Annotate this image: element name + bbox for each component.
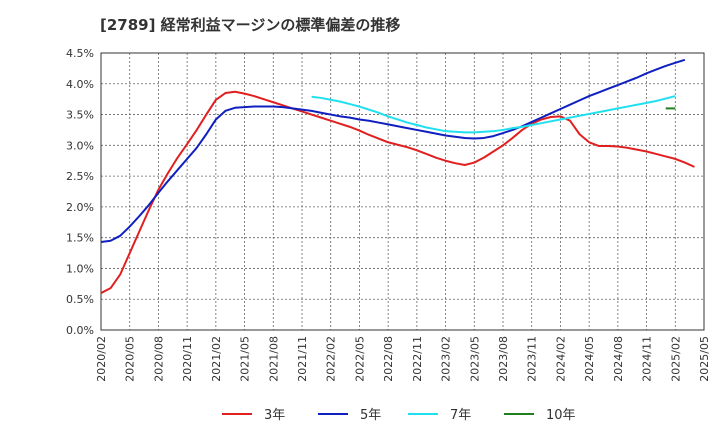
y-tick-label: 4.0%: [66, 78, 94, 91]
legend-label: 7年: [450, 408, 471, 423]
x-tick-label: 2020/11: [181, 336, 194, 382]
x-tick-label: 2021/08: [267, 336, 280, 382]
x-tick-label: 2023/11: [526, 336, 539, 382]
plot-frame: [100, 52, 705, 331]
y-tick-label: 4.5%: [66, 47, 94, 60]
series-line-3年: [100, 90, 695, 294]
series-layer: [100, 58, 695, 294]
x-tick-label: 2023/05: [468, 336, 481, 382]
legend-label: 10年: [546, 408, 576, 423]
x-tick-label: 2024/11: [641, 336, 654, 382]
x-tick-label: 2025/02: [669, 336, 682, 382]
x-tick-label: 2020/02: [95, 336, 108, 382]
x-tick-label: 2024/08: [612, 336, 625, 382]
series-line-5年: [100, 58, 686, 243]
y-tick-label: 3.0%: [66, 139, 94, 152]
legend-label: 3年: [264, 408, 285, 423]
x-tick-label: 2021/02: [210, 336, 223, 382]
y-tick-label: 2.5%: [66, 170, 94, 183]
chart-title: [2789] 経常利益マージンの標準偏差の推移: [100, 16, 401, 34]
y-tick-label: 2.0%: [66, 201, 94, 214]
x-tick-label: 2022/02: [325, 336, 338, 382]
legend: 3年 5年 7年 10年: [222, 408, 576, 423]
x-tick-label: 2025/05: [698, 336, 711, 382]
legend-label: 5年: [360, 408, 381, 423]
x-axis-ticks: 2020/02 2020/05 2020/08 2020/11 2021/02 2021/…: [95, 336, 711, 382]
y-tick-label: 0.5%: [66, 293, 94, 306]
x-tick-label: 2023/08: [497, 336, 510, 382]
x-tick-label: 2024/02: [554, 336, 567, 382]
x-tick-label: 2022/05: [353, 336, 366, 382]
x-tick-label: 2020/05: [124, 336, 137, 382]
y-tick-label: 3.5%: [66, 109, 94, 122]
x-tick-label: 2023/02: [440, 336, 453, 382]
y-tick-label: 1.0%: [66, 262, 94, 275]
x-tick-label: 2021/11: [296, 336, 309, 382]
x-tick-label: 2022/08: [382, 336, 395, 382]
series-line-7年: [311, 95, 676, 134]
x-tick-label: 2024/05: [583, 336, 596, 382]
x-tick-label: 2020/08: [152, 336, 165, 382]
y-tick-label: 0.0%: [66, 324, 94, 337]
grid-lines: [101, 53, 704, 330]
x-tick-label: 2021/05: [239, 336, 252, 382]
y-tick-label: 1.5%: [66, 232, 94, 245]
y-axis-ticks: 0.0% 0.5% 1.0% 1.5% 2.0% 2.5% 3.0% 3.5% 4.0% 4.5%: [66, 47, 94, 337]
x-tick-label: 2022/11: [411, 336, 424, 382]
